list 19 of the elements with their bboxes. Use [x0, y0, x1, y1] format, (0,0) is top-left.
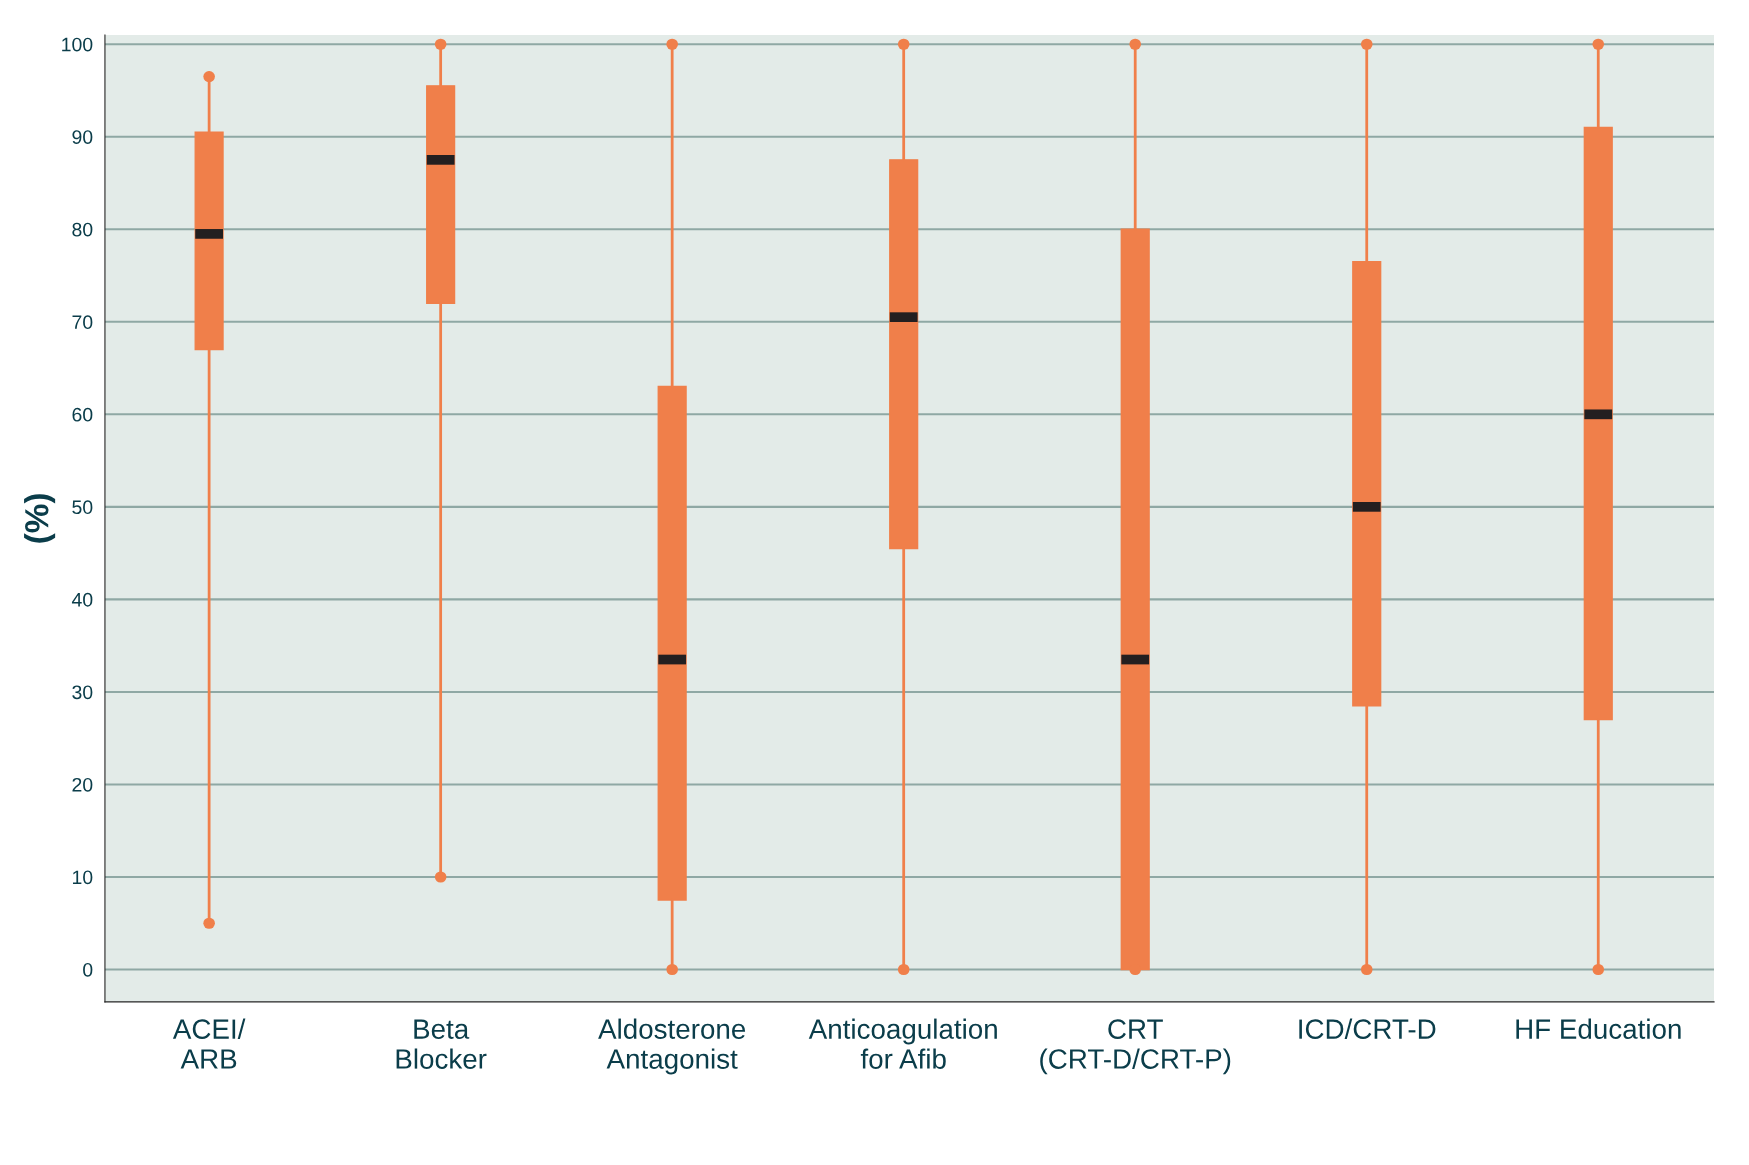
y-tick-label: 80: [72, 222, 93, 237]
x-tick-label: Anticoagulation for Afib: [808, 1018, 997, 1069]
x-tick-label: Aldosterone Antagonist: [598, 1018, 746, 1075]
y-tick-label: 100: [62, 37, 93, 52]
x-tick-label: ICD/CRT-D: [1299, 1018, 1436, 1039]
y-tick-label: 10: [72, 870, 93, 885]
y-tick-label: 60: [72, 407, 93, 422]
y-tick-label: 30: [72, 685, 93, 700]
y-tick-label: 90: [72, 130, 93, 144]
y-tick-label: 50: [72, 500, 93, 515]
y-axis-title: (%): [24, 494, 56, 543]
y-tick-label: 0: [83, 962, 93, 977]
x-tick-label: CRT (CRT-D/CRT-P): [1040, 1019, 1231, 1075]
x-tick-label: HF Education: [1516, 1018, 1681, 1039]
y-tick-label: 20: [72, 777, 93, 792]
x-tick-label: ACEI/ ARB: [172, 1018, 246, 1069]
y-tick-label: 70: [72, 315, 93, 330]
y-tick-label: 40: [71, 592, 93, 607]
x-tick-label: Beta Blocker: [396, 1019, 487, 1069]
